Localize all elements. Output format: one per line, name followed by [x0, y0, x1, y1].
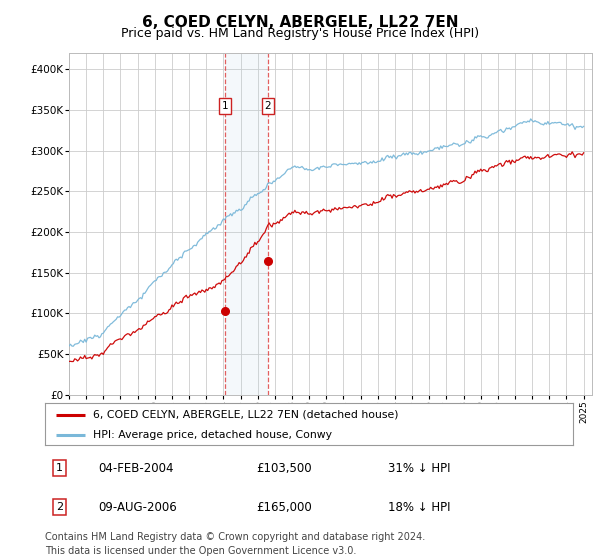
Text: £103,500: £103,500: [256, 461, 312, 474]
Text: 1: 1: [56, 463, 63, 473]
Text: 09-AUG-2006: 09-AUG-2006: [98, 501, 176, 514]
Text: 2: 2: [56, 502, 64, 512]
Text: 6, COED CELYN, ABERGELE, LL22 7EN: 6, COED CELYN, ABERGELE, LL22 7EN: [142, 15, 458, 30]
Text: 31% ↓ HPI: 31% ↓ HPI: [388, 461, 451, 474]
Text: HPI: Average price, detached house, Conwy: HPI: Average price, detached house, Conw…: [92, 430, 332, 440]
Text: £165,000: £165,000: [256, 501, 312, 514]
Text: Price paid vs. HM Land Registry's House Price Index (HPI): Price paid vs. HM Land Registry's House …: [121, 27, 479, 40]
Text: 04-FEB-2004: 04-FEB-2004: [98, 461, 173, 474]
Bar: [225, 53, 268, 395]
Text: Contains HM Land Registry data © Crown copyright and database right 2024.
This d: Contains HM Land Registry data © Crown c…: [45, 533, 425, 556]
Text: 18% ↓ HPI: 18% ↓ HPI: [388, 501, 451, 514]
Text: 6, COED CELYN, ABERGELE, LL22 7EN (detached house): 6, COED CELYN, ABERGELE, LL22 7EN (detac…: [92, 409, 398, 419]
Text: 2: 2: [265, 101, 271, 111]
Text: 1: 1: [221, 101, 228, 111]
